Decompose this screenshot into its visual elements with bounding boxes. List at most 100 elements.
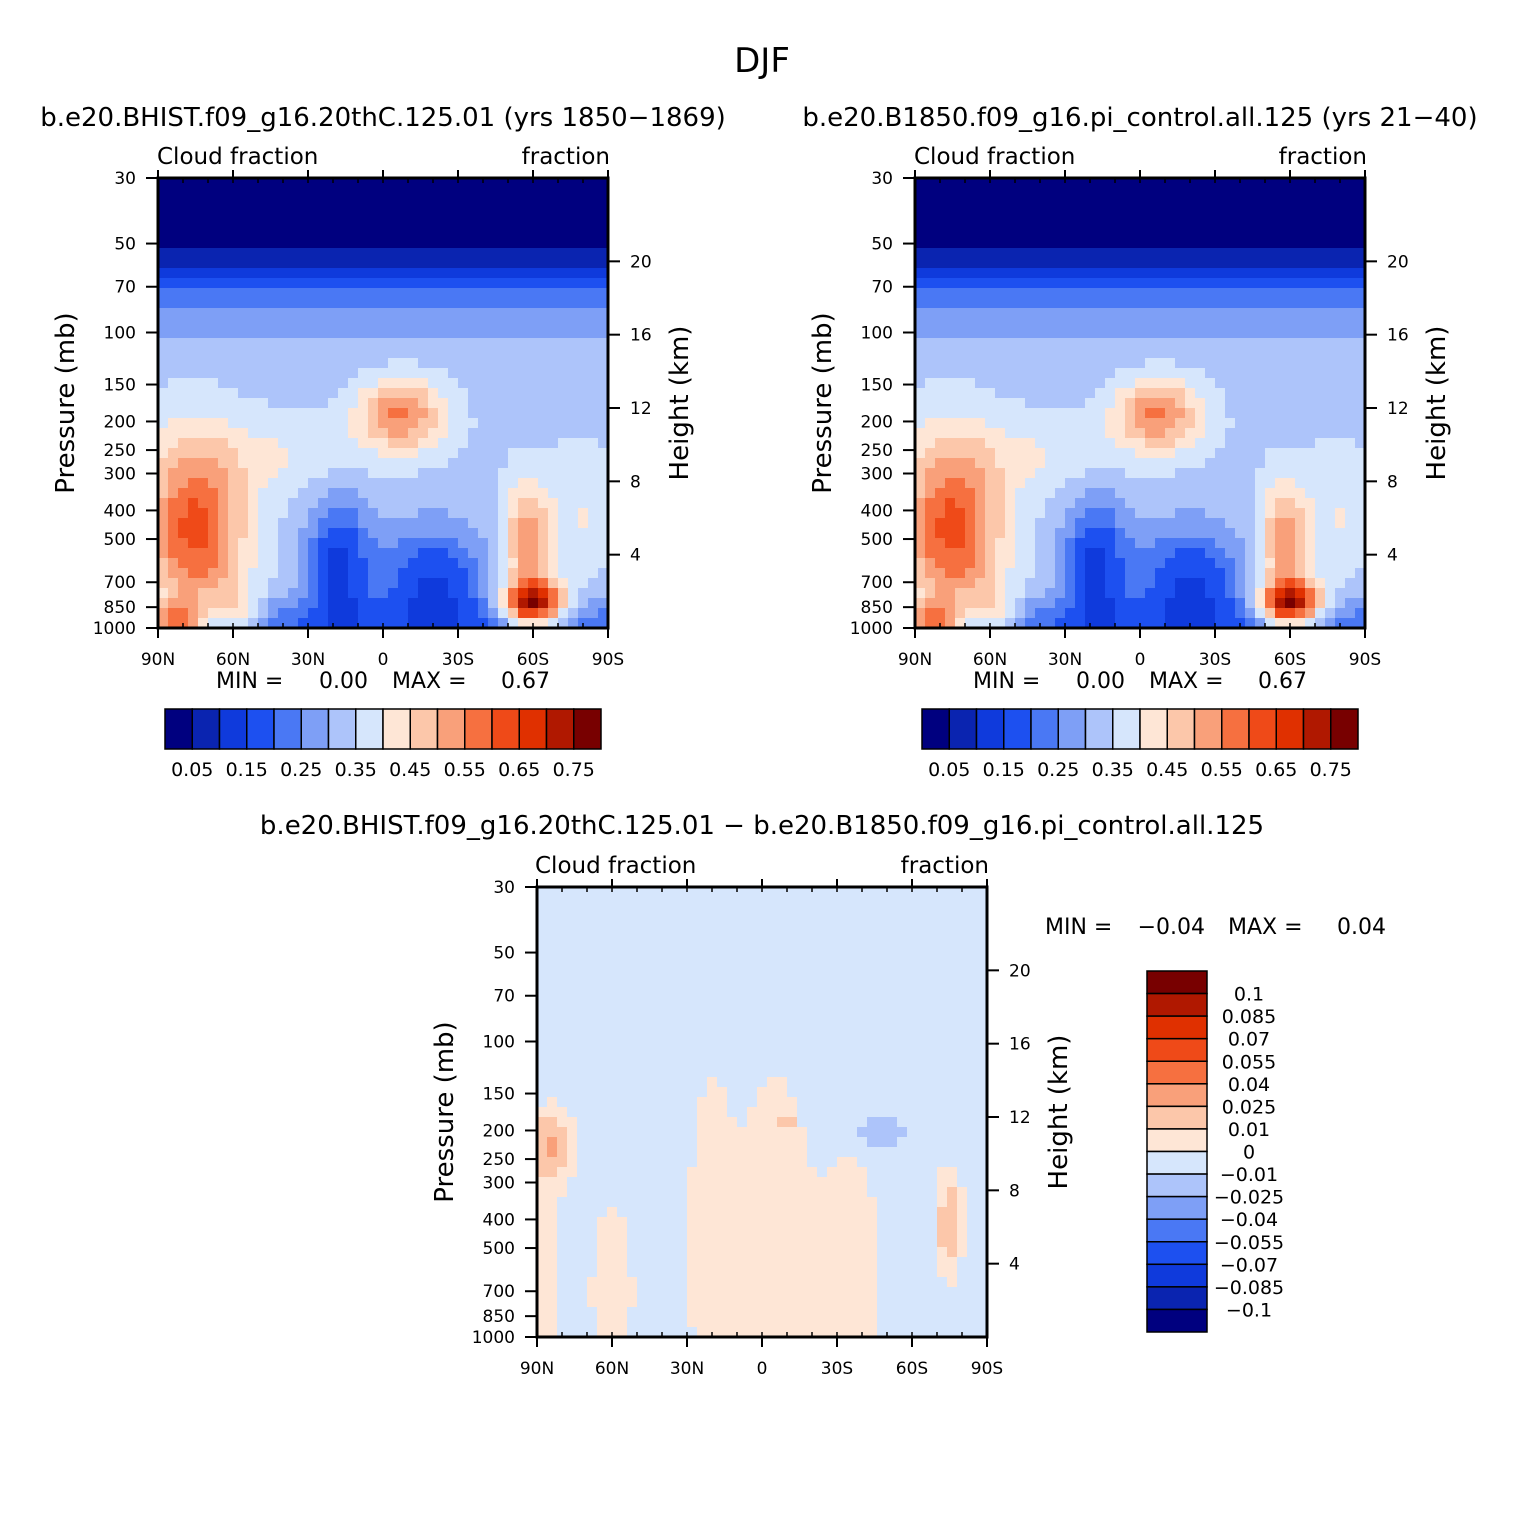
contour-cell bbox=[418, 348, 429, 359]
contour-cell bbox=[927, 1017, 938, 1028]
contour-cell bbox=[957, 1017, 968, 1028]
contour-cell bbox=[318, 348, 329, 359]
contour-cell bbox=[558, 448, 569, 459]
contour-cell bbox=[1075, 548, 1086, 559]
contour-cell bbox=[1155, 348, 1166, 359]
contour-cell bbox=[458, 358, 469, 369]
contour-cell bbox=[198, 318, 209, 329]
contour-cell bbox=[308, 488, 319, 499]
contour-cell bbox=[548, 448, 559, 459]
contour-cell bbox=[915, 528, 926, 539]
contour-cell bbox=[907, 927, 918, 938]
contour-cell bbox=[488, 418, 499, 429]
contour-cell bbox=[935, 358, 946, 369]
contour-cell bbox=[408, 348, 419, 359]
contour-cell bbox=[368, 568, 379, 579]
contour-cell bbox=[1315, 348, 1326, 359]
contour-cell bbox=[1265, 398, 1276, 409]
contour-cell bbox=[687, 957, 698, 968]
contour-cell bbox=[1325, 228, 1336, 239]
contour-cell bbox=[817, 937, 828, 948]
contour-cell bbox=[1115, 348, 1126, 359]
contour-cell bbox=[937, 947, 948, 958]
contour-cell bbox=[438, 468, 449, 479]
contour-cell bbox=[1125, 618, 1136, 629]
contour-cell bbox=[418, 368, 429, 379]
contour-cell bbox=[577, 947, 588, 958]
panel-2-ylabel: Pressure (mb) bbox=[808, 312, 838, 493]
contour-cell bbox=[1255, 438, 1266, 449]
contour-cell bbox=[248, 368, 259, 379]
contour-cell bbox=[1045, 418, 1056, 429]
contour-cell bbox=[1195, 268, 1206, 279]
contour-cell bbox=[1035, 598, 1046, 609]
contour-cell bbox=[458, 468, 469, 479]
contour-cell bbox=[268, 338, 279, 349]
contour-cell bbox=[508, 588, 519, 599]
x-tick-label: 60S bbox=[517, 650, 549, 670]
contour-cell bbox=[945, 248, 956, 259]
contour-cell bbox=[1205, 468, 1216, 479]
contour-cell bbox=[1325, 418, 1336, 429]
contour-cell bbox=[158, 218, 169, 229]
contour-cell bbox=[278, 308, 289, 319]
contour-cell bbox=[1035, 308, 1046, 319]
contour-cell bbox=[1105, 588, 1116, 599]
contour-cell bbox=[927, 967, 938, 978]
y-tick-label: 100 bbox=[861, 324, 893, 344]
contour-cell bbox=[847, 1007, 858, 1018]
colorbar-swatch bbox=[1302, 708, 1332, 750]
contour-cell bbox=[1015, 488, 1026, 499]
contour-cell bbox=[558, 568, 569, 579]
contour-cell bbox=[538, 208, 549, 219]
contour-cell bbox=[637, 1007, 648, 1018]
contour-cell bbox=[248, 328, 259, 339]
contour-cell bbox=[518, 428, 529, 439]
contour-cell bbox=[757, 937, 768, 948]
contour-cell bbox=[1145, 298, 1156, 309]
contour-cell bbox=[537, 897, 548, 908]
contour-cell bbox=[1165, 258, 1176, 269]
contour-cell bbox=[1345, 398, 1356, 409]
contour-cell bbox=[248, 498, 259, 509]
contour-cell bbox=[208, 388, 219, 399]
contour-cell bbox=[228, 258, 239, 269]
contour-cell bbox=[268, 238, 279, 249]
contour-cell bbox=[488, 178, 499, 189]
contour-cell bbox=[588, 598, 599, 609]
contour-cell bbox=[1195, 188, 1206, 199]
contour-cell bbox=[508, 548, 519, 559]
contour-cell bbox=[178, 298, 189, 309]
contour-cell bbox=[1215, 428, 1226, 439]
contour-cell bbox=[1065, 488, 1076, 499]
contour-cell bbox=[518, 488, 529, 499]
contour-cell bbox=[568, 488, 579, 499]
contour-cell bbox=[777, 1017, 788, 1028]
contour-cell bbox=[568, 198, 579, 209]
contour-cell bbox=[965, 548, 976, 559]
contour-cell bbox=[298, 228, 309, 239]
contour-cell bbox=[508, 618, 519, 629]
contour-cell bbox=[985, 548, 996, 559]
contour-cell bbox=[1185, 408, 1196, 419]
colorbar-swatch bbox=[409, 708, 439, 750]
panel-1-ylabel: Pressure (mb) bbox=[51, 312, 81, 493]
contour-cell bbox=[627, 897, 638, 908]
contour-cell bbox=[208, 458, 219, 469]
contour-cell bbox=[598, 608, 609, 619]
contour-cell bbox=[767, 947, 778, 958]
contour-cell bbox=[1225, 318, 1236, 329]
contour-cell bbox=[258, 398, 269, 409]
colorbar-label: 0.65 bbox=[498, 759, 540, 781]
contour-cell bbox=[1105, 558, 1116, 569]
contour-cell bbox=[1235, 578, 1246, 589]
contour-cell bbox=[498, 318, 509, 329]
contour-cell bbox=[418, 438, 429, 449]
colorbar-swatch bbox=[1193, 708, 1223, 750]
contour-cell bbox=[288, 268, 299, 279]
contour-cell bbox=[1025, 308, 1036, 319]
contour-cell bbox=[717, 947, 728, 958]
contour-cell bbox=[538, 328, 549, 339]
contour-cell bbox=[937, 917, 948, 928]
